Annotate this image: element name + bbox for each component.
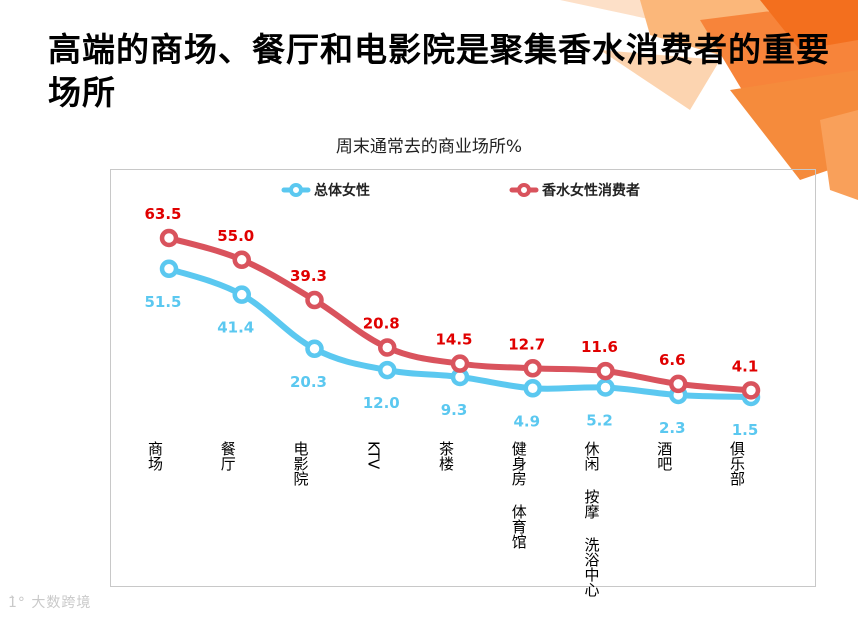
data-label-1-0: 63.5 [144, 205, 181, 223]
data-point-1-5 [523, 359, 542, 378]
data-label-1-8: 4.1 [732, 357, 759, 375]
page-title: 高端的商场、餐厅和电影院是聚集香水消费者的重要场所 [48, 30, 830, 112]
data-label-1-7: 6.6 [659, 351, 686, 369]
legend-label-1: 香水女性消费者 [541, 182, 640, 199]
legend-label-0: 总体女性 [314, 182, 370, 199]
deco-shape [760, 0, 858, 50]
deco-shape [600, 50, 720, 110]
category-label-4: 茶楼 [437, 441, 455, 471]
data-label-0-0: 51.5 [144, 293, 181, 311]
data-point-1-1 [232, 250, 251, 270]
data-label-1-5: 12.7 [508, 335, 545, 353]
data-point-0-5 [523, 379, 542, 398]
data-label-1-6: 11.6 [581, 338, 618, 356]
data-point-1-2 [305, 290, 324, 310]
data-label-0-5: 4.9 [513, 412, 540, 430]
data-label-1-4: 14.5 [435, 331, 472, 349]
data-point-0-3 [378, 360, 397, 380]
category-label-1: 餐厅 [218, 441, 237, 471]
category-label-0: 商场 [146, 441, 164, 471]
data-label-0-8: 1.5 [732, 421, 759, 439]
data-point-1-8 [741, 381, 761, 400]
watermark: 1̀° 大数跨境 [8, 595, 92, 611]
data-point-1-3 [378, 338, 397, 357]
data-label-1-2: 39.3 [290, 267, 327, 285]
chart-title: 周末通常去的商业场所% [335, 137, 523, 157]
data-label-0-2: 20.3 [290, 373, 327, 391]
category-label-3: KTV [364, 441, 383, 470]
data-label-0-1: 41.4 [217, 319, 254, 337]
data-point-0-0 [159, 259, 179, 279]
chart-frame [110, 169, 816, 587]
deco-shape [820, 110, 858, 200]
data-label-0-4: 9.3 [441, 401, 468, 419]
data-label-0-6: 5.2 [586, 412, 613, 430]
data-point-0-2 [305, 339, 324, 359]
data-label-0-3: 12.0 [363, 394, 400, 412]
data-point-1-4 [450, 354, 470, 373]
category-label-2: 电影院 [291, 441, 310, 486]
data-label-1-3: 20.8 [363, 315, 400, 333]
data-point-1-7 [669, 374, 688, 394]
data-point-0-6 [596, 378, 615, 397]
legend-marker-1 [517, 183, 531, 197]
data-label-1-1: 55.0 [217, 227, 254, 245]
data-point-1-6 [596, 361, 615, 381]
legend-marker-0 [289, 183, 303, 197]
data-label-0-7: 2.3 [659, 419, 686, 437]
data-point-0-1 [232, 285, 251, 304]
category-label-7: 酒吧 [655, 441, 674, 471]
data-point-1-0 [159, 228, 179, 248]
category-label-8: 俱乐部 [728, 441, 746, 486]
category-label-5: 健身房 体育馆 [509, 441, 528, 549]
category-label-6: 休闲 按摩 洗浴中心 [582, 441, 601, 597]
